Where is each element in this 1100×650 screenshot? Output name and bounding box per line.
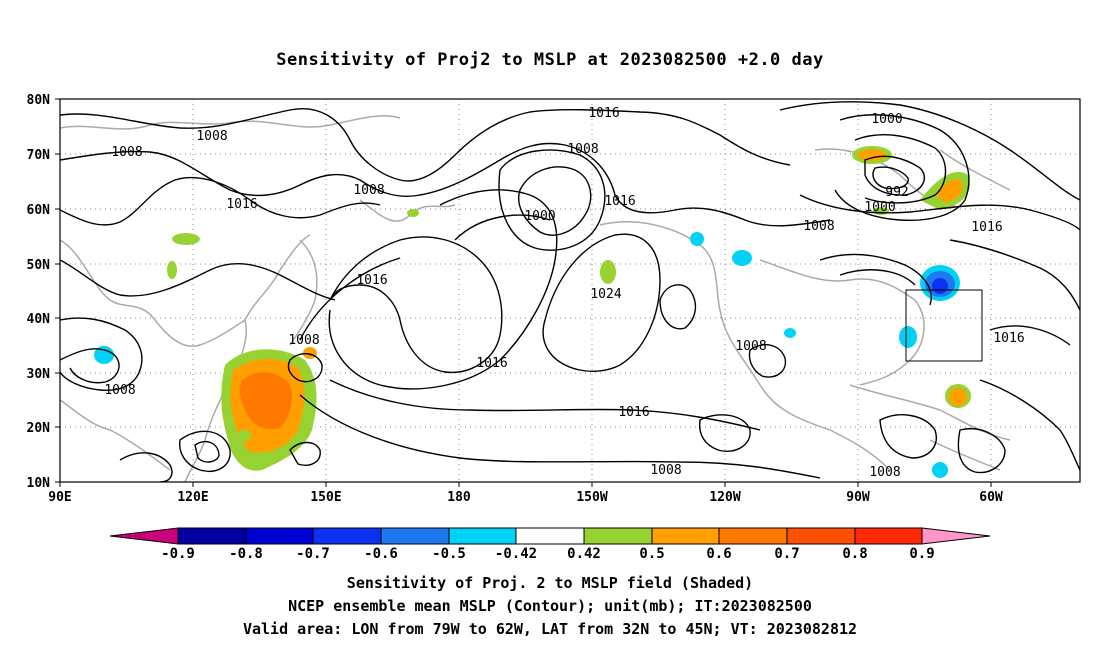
shade-positive-canada-core	[935, 179, 963, 203]
latitude-labels: 80N 70N 60N 50N 40N 30N 20N 10N	[27, 93, 51, 491]
contour-labels: 1016 1008 1008 1016 1008 1000 1016 1016 …	[104, 106, 1024, 480]
contour-label: 1008	[735, 339, 766, 354]
colorbar-bin	[786, 527, 856, 545]
shade-negative-pacific	[732, 250, 752, 266]
colorbar	[109, 527, 991, 545]
shade-negative-mexico	[784, 328, 796, 338]
contour-label: 1008	[567, 142, 598, 157]
lat-label: 50N	[27, 258, 51, 273]
contour-label: 1016	[604, 194, 635, 209]
colorbar-bin	[177, 527, 247, 545]
lon-label: 90E	[48, 490, 71, 505]
contour-label: 1016	[618, 405, 649, 420]
colorbar-label: -0.5	[432, 546, 466, 562]
shade-negative-india	[94, 346, 114, 364]
lon-label: 90W	[846, 490, 870, 505]
lon-label: 120W	[709, 490, 740, 505]
colorbar-label: 0.42	[567, 546, 601, 562]
shade-positive-asia	[172, 233, 200, 245]
lon-label: 150W	[576, 490, 607, 505]
colorbar-label: 0.9	[909, 546, 934, 562]
contour-label: 992	[885, 185, 908, 200]
map-border	[59, 98, 1081, 483]
contour-label: 1008	[111, 145, 142, 160]
contour-label: 1008	[650, 463, 681, 478]
contour-label: 1000	[871, 112, 902, 127]
lat-label: 40N	[27, 312, 51, 327]
caption-line-3: Valid area: LON from 79W to 62W, LAT fro…	[242, 620, 858, 638]
colorbar-bin	[583, 527, 653, 545]
lat-label: 60N	[27, 203, 51, 218]
contour-label: 1008	[104, 383, 135, 398]
contour-label: 1016	[588, 106, 619, 121]
lat-label: 20N	[27, 421, 51, 436]
contour-label: 1016	[993, 331, 1024, 346]
shade-positive-small-d	[237, 430, 251, 442]
caption-line-2: NCEP ensemble mean MSLP (Contour); unit(…	[288, 597, 812, 615]
contour-label: 1016	[356, 273, 387, 288]
colorbar-label: 0.8	[842, 546, 867, 562]
contour-label: 1008	[288, 333, 319, 348]
contour-label: 1008	[353, 183, 384, 198]
shade-positive-arctic-core	[858, 149, 886, 161]
colorbar-label: 0.7	[774, 546, 799, 562]
contour-label: 1016	[226, 197, 257, 212]
colorbar-label: 0.6	[706, 546, 731, 562]
colorbar-bin	[380, 527, 450, 545]
colorbar-bin	[515, 527, 585, 545]
colorbar-label: -0.9	[161, 546, 195, 562]
shade-negative-atlantic-south	[932, 462, 948, 478]
colorbar-bin	[854, 527, 923, 545]
lat-label: 80N	[27, 93, 51, 108]
colorbar-labels: -0.9 -0.8 -0.7 -0.6 -0.5 -0.42 0.42 0.5 …	[161, 546, 935, 562]
shade-negative-east-us-south	[899, 326, 917, 348]
contour-label: 1024	[590, 287, 621, 302]
lon-label: 150E	[310, 490, 341, 505]
lon-label: 60W	[979, 490, 1003, 505]
colorbar-under-triangle	[109, 527, 179, 545]
shade-positive-small-a	[407, 209, 419, 217]
colorbar-over-triangle	[921, 527, 991, 545]
contour-label: 1008	[196, 129, 227, 144]
contour-label: 1008	[869, 465, 900, 480]
contour-label: 1008	[803, 219, 834, 234]
contour-label: 1016	[476, 356, 507, 371]
shade-negative-gulf-alaska	[690, 232, 704, 246]
shade-positive-west-pacific-inner	[239, 372, 292, 430]
contour-label: 1016	[971, 220, 1002, 235]
shade-positive-pacific-north	[600, 260, 616, 284]
valid-area-box	[905, 289, 983, 362]
colorbar-label: 0.5	[639, 546, 664, 562]
colorbar-bin	[718, 527, 788, 545]
lon-label: 180	[447, 490, 471, 505]
sensitivity-shading	[94, 146, 971, 478]
lat-label: 70N	[27, 148, 51, 163]
longitude-labels: 90E 120E 150E 180 150W 120W 90W 60W	[48, 490, 1003, 505]
mslp-contours	[60, 101, 1080, 482]
colorbar-label: -0.42	[495, 546, 537, 562]
contour-label: 1000	[864, 200, 895, 215]
lat-label: 30N	[27, 367, 51, 382]
axis-ticks	[55, 98, 992, 487]
caption-line-1: Sensitivity of Proj. 2 to MSLP field (Sh…	[346, 574, 754, 592]
map-title: Sensitivity of Proj2 to MSLP at 20230825…	[276, 50, 824, 70]
colorbar-label: -0.6	[364, 546, 398, 562]
lon-label: 120E	[177, 490, 208, 505]
colorbar-label: -0.8	[229, 546, 263, 562]
shade-negative-east-us-3	[932, 278, 948, 294]
colorbar-label: -0.7	[296, 546, 330, 562]
shade-positive-atlantic-core	[949, 388, 967, 406]
colorbar-bin	[651, 527, 720, 545]
lat-label: 10N	[27, 476, 51, 491]
colorbar-bin	[312, 527, 382, 545]
shade-positive-asia-small	[167, 261, 177, 279]
colorbar-bin	[448, 527, 517, 545]
contour-label: 1000	[524, 209, 555, 224]
colorbar-bin	[245, 527, 314, 545]
